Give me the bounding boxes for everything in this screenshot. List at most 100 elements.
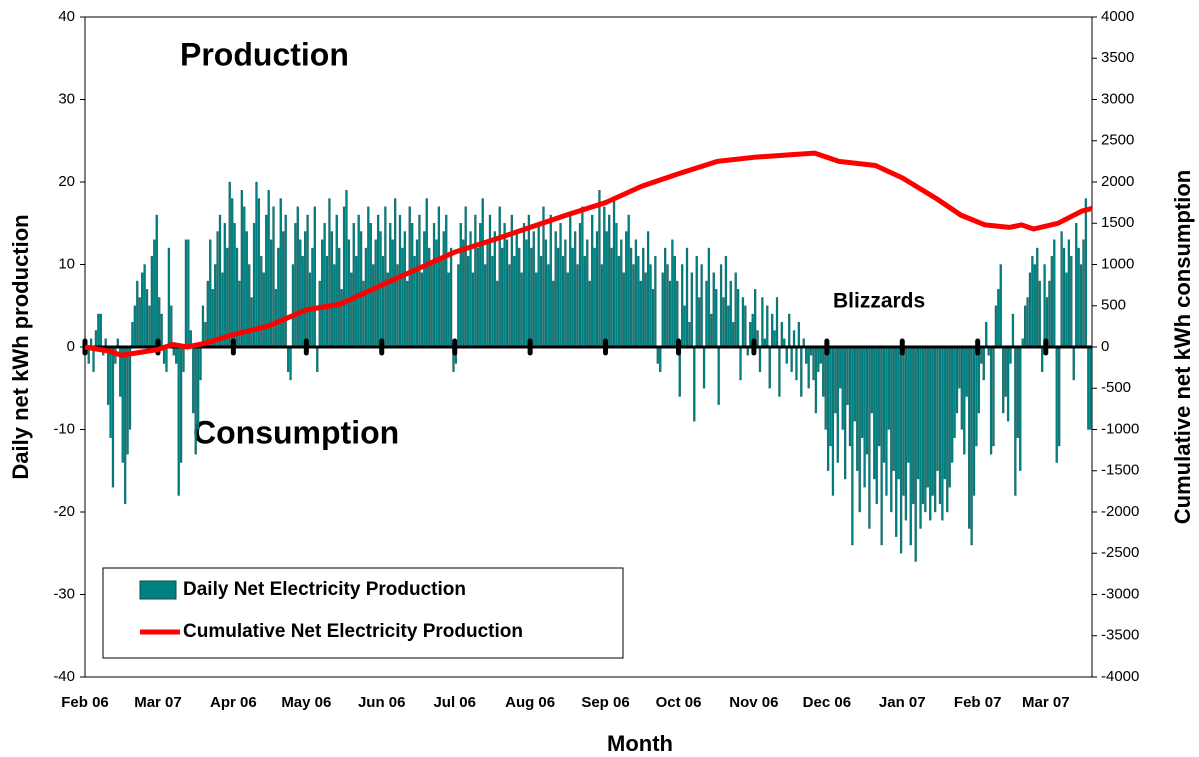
bar [435, 239, 438, 348]
bar [564, 239, 567, 348]
bar [384, 206, 387, 348]
bar [612, 198, 616, 348]
bar [226, 247, 229, 348]
annotation: Blizzards [833, 290, 925, 313]
bar [968, 346, 971, 529]
bar [128, 346, 132, 430]
bar [359, 231, 363, 348]
legend-swatch [139, 580, 177, 600]
bar [753, 289, 757, 348]
bar [819, 346, 822, 364]
bar [958, 346, 961, 389]
bar [921, 346, 925, 504]
bar [865, 346, 869, 455]
bar [858, 346, 861, 513]
bar [851, 346, 854, 546]
bar [432, 223, 436, 348]
bar [814, 346, 818, 414]
bar [1009, 346, 1012, 364]
bar [106, 346, 110, 405]
bar [946, 346, 949, 513]
bar [734, 272, 737, 348]
bar [933, 346, 937, 513]
bar [741, 297, 745, 348]
x-tick-label: Apr 06 [210, 694, 257, 711]
bar [476, 247, 479, 348]
bar [929, 346, 932, 521]
legend-label: Daily Net Electricity Production [183, 579, 466, 600]
bar [556, 247, 560, 348]
bar [712, 272, 715, 348]
bar [508, 264, 511, 348]
bar [805, 346, 808, 364]
bar [515, 231, 518, 348]
bar [474, 214, 477, 348]
bar [201, 305, 205, 348]
y-tick-label: -30 [53, 585, 75, 602]
bar [136, 280, 139, 348]
bar [632, 264, 635, 348]
bar [826, 346, 830, 471]
bar [595, 231, 599, 348]
bar [598, 190, 601, 348]
bar [530, 247, 533, 348]
bar [761, 297, 764, 348]
y2-tick-label: 2500 [1101, 132, 1134, 149]
bar [1043, 264, 1046, 348]
bar [537, 223, 540, 348]
bar [301, 256, 304, 348]
bar [989, 346, 993, 455]
bar [179, 346, 183, 463]
bar [836, 346, 839, 463]
bar [1060, 231, 1063, 348]
bar [501, 247, 504, 348]
bar [1053, 239, 1056, 348]
bar [518, 247, 521, 348]
bar [629, 247, 633, 348]
bar [822, 346, 825, 397]
bar [274, 289, 278, 348]
bar [216, 231, 219, 348]
bar [284, 214, 287, 348]
bar [277, 247, 280, 348]
bar [1028, 272, 1032, 348]
bar [824, 346, 827, 430]
bar [335, 214, 338, 348]
y-tick-label: 20 [58, 173, 75, 190]
bar [257, 198, 261, 348]
bar [525, 239, 528, 348]
bar [542, 206, 545, 348]
bar [250, 297, 253, 348]
bar [544, 239, 548, 348]
bar [240, 190, 244, 348]
bar [447, 272, 450, 348]
bar [724, 256, 728, 348]
bar [374, 239, 377, 348]
bar [758, 346, 762, 372]
bar [829, 346, 832, 447]
bar [878, 346, 881, 447]
bar [790, 346, 793, 372]
bar [591, 214, 594, 348]
bar [868, 346, 871, 529]
bar [498, 206, 501, 348]
x-tick-label: Feb 07 [954, 694, 1002, 711]
bar [681, 264, 684, 348]
bar [367, 206, 370, 348]
bar [194, 346, 197, 455]
bar [350, 272, 353, 348]
bar [576, 264, 579, 348]
bar [411, 223, 414, 348]
bar [231, 198, 234, 348]
line [84, 150, 1093, 358]
y-tick-label: 10 [58, 255, 75, 272]
bar [133, 305, 136, 348]
bar [780, 322, 783, 348]
bar [233, 223, 236, 348]
bar [656, 346, 659, 364]
bar [505, 239, 509, 348]
bar [457, 264, 460, 348]
bar [342, 206, 346, 348]
bar [466, 256, 470, 348]
